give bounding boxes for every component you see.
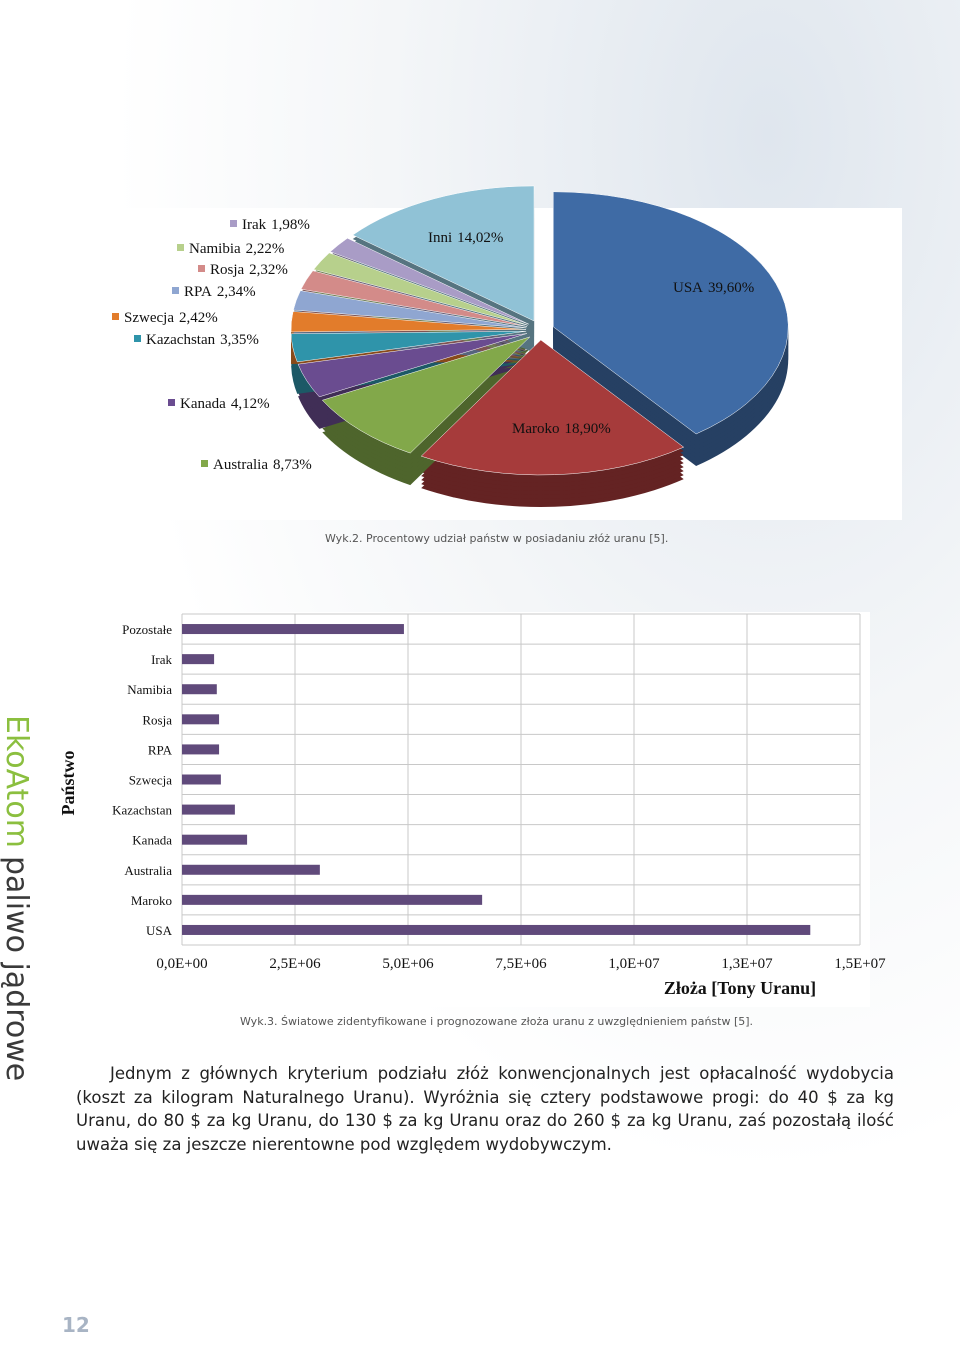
slice — [313, 252, 528, 326]
x-tick-label: 2,5E+06 — [269, 956, 321, 972]
legend-marker — [201, 460, 208, 467]
x-tick-label: 1,0E+07 — [608, 956, 660, 972]
side-topic: paliwo jądrowe — [0, 856, 34, 1081]
bar — [182, 654, 215, 665]
slice-value: 18,90% — [565, 421, 611, 437]
y-axis-title: Państwo — [58, 750, 78, 815]
slice-value: 2,42% — [179, 310, 218, 326]
slice-value: 2,34% — [217, 284, 256, 300]
slice-value: 2,32% — [249, 262, 288, 278]
y-tick-label: USA — [146, 923, 173, 938]
bar — [182, 684, 217, 695]
legend-marker — [500, 424, 507, 431]
slice — [290, 330, 527, 363]
page-number: 12 — [62, 1313, 90, 1337]
slice-value: 14,02% — [457, 230, 503, 246]
bar — [182, 834, 248, 845]
y-tick-label: Namibia — [127, 682, 172, 697]
x-tick-label: 1,3E+07 — [721, 956, 773, 972]
bar — [182, 804, 235, 815]
slice — [297, 333, 527, 398]
side-brand: EkoAtom — [0, 715, 34, 848]
y-tick-label: RPA — [148, 742, 173, 757]
slice-value: 8,73% — [273, 457, 312, 473]
slice — [553, 191, 789, 435]
legend-marker — [134, 335, 141, 342]
y-tick-label: Australia — [124, 863, 172, 878]
slice-value: 4,12% — [231, 396, 270, 412]
y-tick-label: Kazachstan — [112, 803, 172, 818]
legend-marker — [177, 244, 184, 251]
slice-name: Inni — [428, 230, 452, 246]
bar — [182, 924, 811, 935]
bar — [182, 624, 404, 635]
slice-value: 3,35% — [220, 332, 259, 348]
slice-name: Maroko — [512, 421, 560, 437]
slice-label: Namibia 2,22% — [189, 241, 284, 257]
x-axis-title: Złoża [Tony Uranu] — [664, 978, 816, 998]
slice-value: 2,22% — [246, 241, 285, 257]
bar — [182, 774, 221, 785]
slice-value: 1,98% — [271, 217, 310, 233]
caption: Wyk.2. Procentowy udział państw w posiad… — [325, 532, 668, 545]
caption: Wyk.3. Światowe zidentyfikowane i progno… — [240, 1015, 753, 1028]
y-tick-label: Szwecja — [129, 773, 173, 788]
slice — [321, 336, 531, 454]
side-title-text: EkoAtom paliwo jądrowe — [0, 715, 34, 1081]
slice-label: Maroko 18,90% — [512, 421, 611, 437]
slice-name: USA — [673, 280, 703, 296]
x-tick-label: 5,0E+06 — [382, 956, 434, 972]
legend-marker — [172, 287, 179, 294]
slice-label: Rosja 2,32% — [210, 262, 288, 278]
legend-marker — [198, 265, 205, 272]
y-tick-label: Rosja — [142, 712, 172, 727]
slice-name: Irak — [242, 217, 267, 233]
slice-label: RPA 2,34% — [184, 284, 256, 300]
bar — [182, 744, 220, 755]
slice — [352, 185, 535, 322]
legend-marker — [168, 399, 175, 406]
x-tick-label: 7,5E+06 — [495, 956, 547, 972]
bar — [182, 894, 483, 905]
y-tick-label: Maroko — [131, 893, 172, 908]
slice-name: Kazachstan — [146, 332, 216, 348]
slice — [420, 339, 685, 476]
slice-name: Australia — [213, 457, 268, 473]
slice — [290, 311, 527, 333]
bar — [182, 714, 220, 725]
slice-label: Irak 1,98% — [242, 217, 310, 233]
slice-value: 39,60% — [708, 280, 754, 296]
slice-label: Kanada 4,12% — [180, 396, 270, 412]
pie: USA 39,60% Maroko 18,90% Australia 8,73% Kanad… — [112, 185, 789, 507]
bar — [182, 864, 320, 875]
y-tick-label: Pozostałe — [122, 622, 172, 637]
y-tick-label: Irak — [151, 652, 172, 667]
legend-marker — [230, 220, 237, 227]
slice-label: Australia 8,73% — [213, 457, 312, 473]
y-tick-label: Kanada — [132, 833, 172, 848]
slice-name: Kanada — [180, 396, 226, 412]
slice-label: Kazachstan 3,35% — [146, 332, 259, 348]
x-tick-label: 0,0E+00 — [156, 956, 207, 972]
slice-label: Szwecja 2,42% — [124, 310, 218, 326]
x-tick-label: 1,5E+07 — [834, 956, 886, 972]
slice-name: Szwecja — [124, 310, 174, 326]
slice — [293, 290, 527, 329]
slice-label: USA 39,60% — [673, 280, 754, 296]
slice — [329, 237, 529, 325]
legend-marker — [112, 313, 119, 320]
slice-name: Rosja — [210, 262, 245, 278]
side-title: EkoAtom paliwo jądrowe — [0, 715, 34, 1081]
slice-name: RPA — [184, 284, 212, 300]
slice-name: Namibia — [189, 241, 241, 257]
paragraph: Jednym z głównych kryterium podziału złó… — [76, 1064, 894, 1154]
bar-chart: 0,0E+00 2,5E+06 5,0E+06 7,5E+06 1,0E+07 1,3E+… — [112, 613, 886, 972]
slice — [300, 270, 527, 327]
slice-label: Inni 14,02% — [428, 230, 503, 246]
